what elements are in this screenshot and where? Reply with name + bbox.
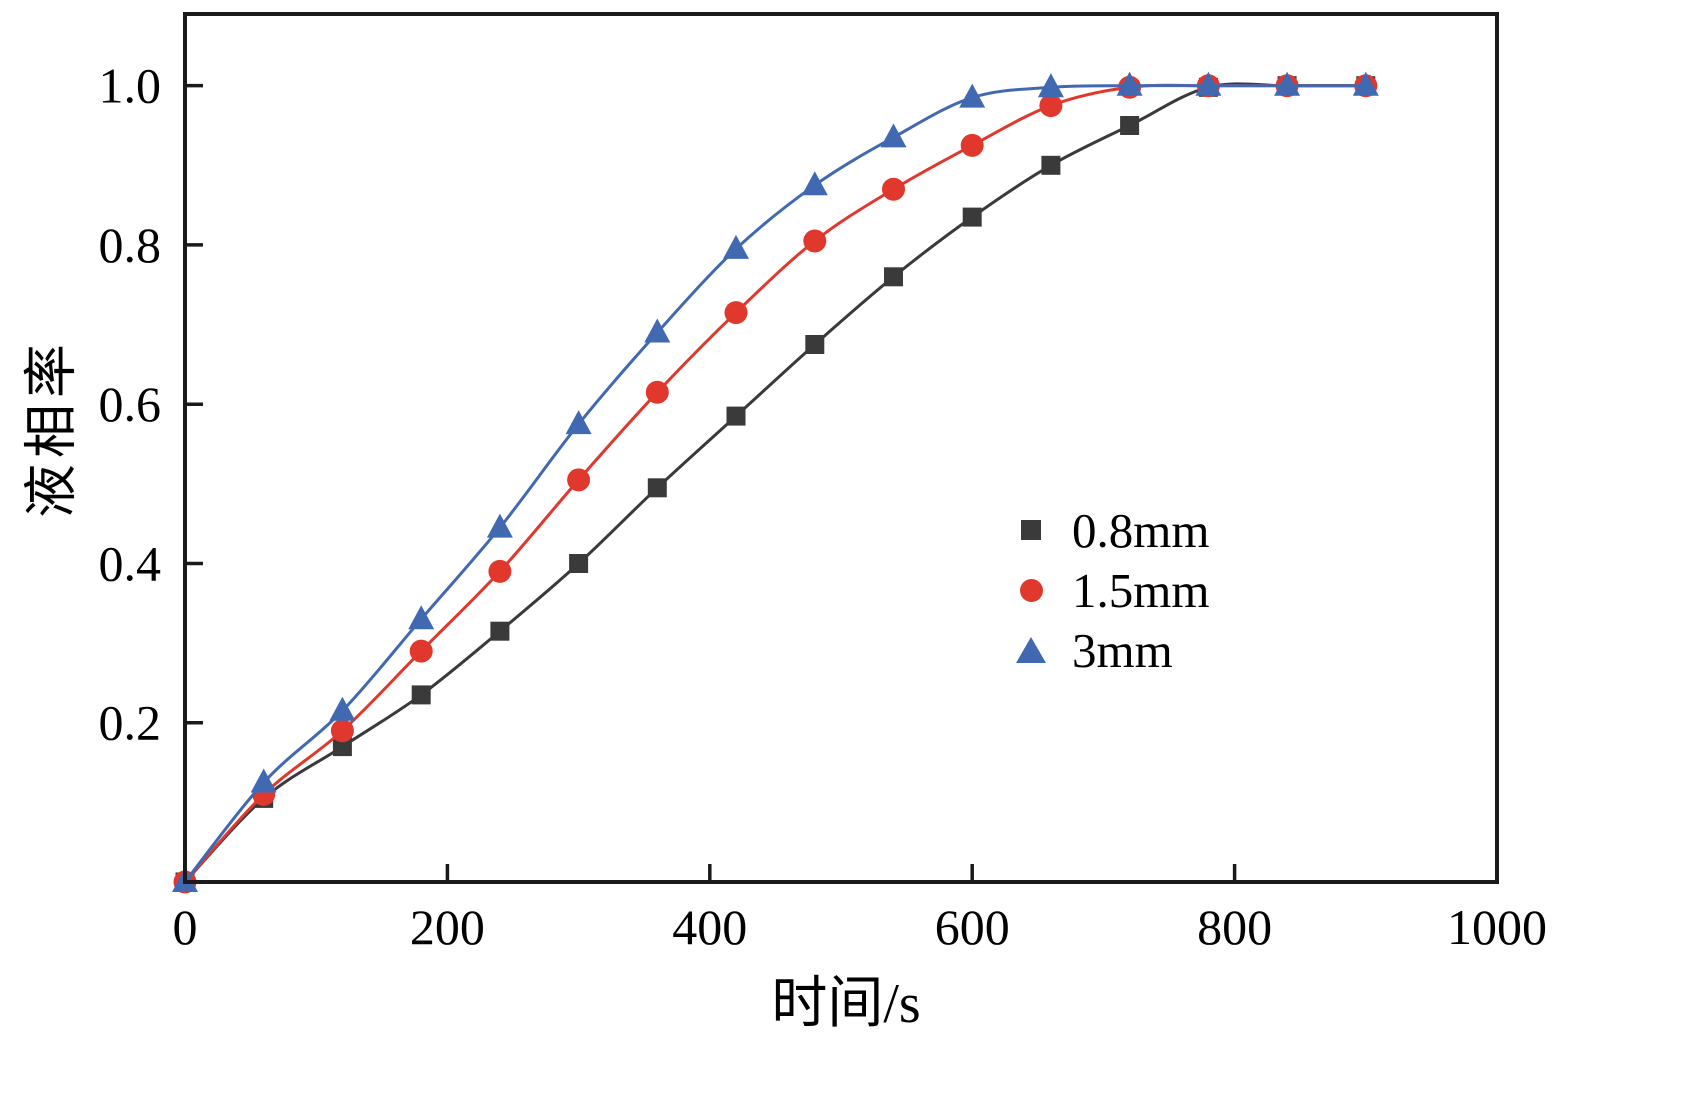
legend-item-3mm: 3mm xyxy=(1012,622,1209,678)
marker-circle xyxy=(567,468,591,492)
circle-marker-icon xyxy=(1012,578,1050,602)
marker-square xyxy=(647,478,667,498)
legend-item-08mm: 0.8mm xyxy=(1012,502,1210,558)
marker-circle xyxy=(645,380,669,404)
x-axis-tick-label: 200 xyxy=(410,899,485,955)
marker-circle xyxy=(960,133,984,157)
y-axis-tick-label: 0.4 xyxy=(99,535,162,591)
x-axis-tick-label: 400 xyxy=(672,899,747,955)
marker-triangle xyxy=(250,768,277,793)
legend-label: 1.5mm xyxy=(1072,562,1210,618)
series-1.5mm xyxy=(173,74,1378,894)
legend: 0.8mm 1.5mm 3mm xyxy=(1012,502,1210,678)
marker-triangle xyxy=(801,171,828,196)
series-3mm xyxy=(172,71,1379,892)
marker-circle xyxy=(1039,94,1063,118)
marker-square xyxy=(884,267,903,287)
marker-triangle xyxy=(723,234,749,259)
marker-triangle xyxy=(880,123,907,148)
marker-square xyxy=(490,621,510,641)
series-line xyxy=(183,83,1366,884)
x-axis-tick-label: 0 xyxy=(173,899,198,955)
marker-square xyxy=(1120,116,1140,135)
marker-triangle xyxy=(1037,73,1064,98)
y-axis-title: 液相率 xyxy=(21,338,82,518)
series-line xyxy=(183,82,1366,884)
x-axis-tick-label: 800 xyxy=(1197,899,1272,955)
y-axis-tick-label: 0.2 xyxy=(99,695,162,751)
legend-label: 0.8mm xyxy=(1072,502,1210,558)
marker-square xyxy=(332,737,352,757)
marker-circle xyxy=(409,639,433,663)
x-axis-tick-label: 600 xyxy=(935,899,1010,955)
x-axis-tick-label: 1000 xyxy=(1447,899,1547,955)
series-line xyxy=(183,84,1366,883)
marker-triangle xyxy=(1116,71,1143,96)
marker-triangle xyxy=(486,513,513,538)
y-axis-tick-label: 0.6 xyxy=(99,376,162,432)
marker-square xyxy=(1041,155,1061,175)
marker-triangle xyxy=(1195,71,1222,96)
marker-triangle xyxy=(1352,71,1379,96)
marker-triangle xyxy=(565,410,592,435)
square-marker-icon xyxy=(1012,520,1050,540)
marker-triangle xyxy=(408,605,435,630)
marker-circle xyxy=(330,719,354,743)
marker-circle xyxy=(488,559,512,583)
marker-triangle xyxy=(644,318,671,343)
series-0.8mm xyxy=(175,76,1376,892)
y-axis-tick-label: 1.0 xyxy=(99,58,162,114)
triangle-marker-icon xyxy=(1012,637,1050,663)
marker-square xyxy=(569,554,589,573)
legend-item-15mm: 1.5mm xyxy=(1012,562,1210,618)
marker-circle xyxy=(882,177,905,201)
marker-triangle xyxy=(329,696,356,721)
marker-square xyxy=(805,335,825,354)
marker-triangle xyxy=(959,83,986,108)
marker-square xyxy=(411,685,431,705)
marker-circle xyxy=(803,229,827,253)
legend-label: 3mm xyxy=(1072,622,1173,678)
marker-triangle xyxy=(1274,71,1301,96)
plot-border xyxy=(183,12,1499,884)
marker-square xyxy=(726,406,746,426)
marker-circle xyxy=(724,301,748,325)
y-axis-tick-label: 0.8 xyxy=(99,217,162,273)
x-axis-title: 时间/s xyxy=(771,973,921,1035)
marker-square xyxy=(962,207,982,227)
